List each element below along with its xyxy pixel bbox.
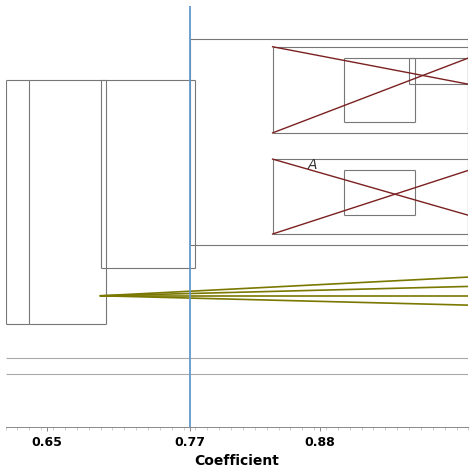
X-axis label: Coefficient: Coefficient	[194, 455, 280, 468]
Text: A: A	[308, 158, 318, 172]
